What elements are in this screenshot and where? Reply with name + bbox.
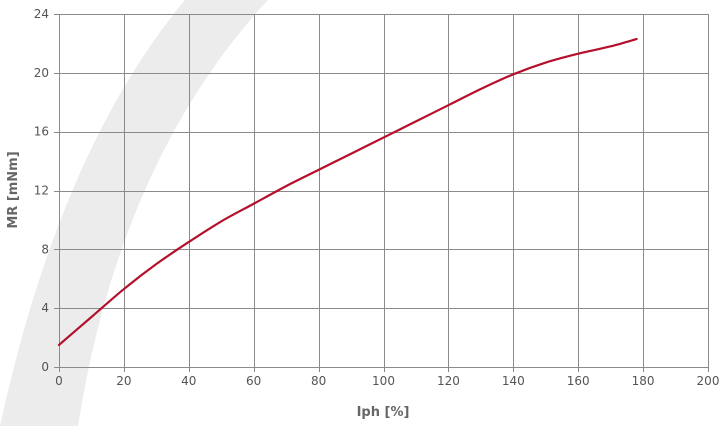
x-tick-label: 180 bbox=[632, 374, 655, 388]
x-tick-label: 200 bbox=[697, 374, 720, 388]
x-tick-label: 100 bbox=[372, 374, 395, 388]
y-tick-label: 8 bbox=[41, 242, 49, 256]
y-tick-label: 0 bbox=[41, 360, 49, 374]
x-tick-label: 140 bbox=[502, 374, 525, 388]
y-tick-label: 20 bbox=[34, 66, 49, 80]
y-tick-label: 4 bbox=[41, 301, 49, 315]
y-axis-label: MR [mNm] bbox=[6, 151, 21, 228]
series-layer bbox=[57, 37, 638, 347]
y-tick-label: 24 bbox=[34, 7, 49, 21]
y-tick-label: 12 bbox=[34, 184, 49, 198]
x-tick-label: 60 bbox=[246, 374, 261, 388]
x-tick-label: 20 bbox=[116, 374, 131, 388]
x-tick-label: 40 bbox=[181, 374, 196, 388]
x-tick-label: 80 bbox=[311, 374, 326, 388]
x-axis-label: Iph [%] bbox=[357, 405, 410, 420]
x-tick-label: 120 bbox=[437, 374, 460, 388]
series-line bbox=[57, 37, 638, 347]
grid-lines bbox=[54, 14, 709, 372]
y-tick-labels: 0 4 8 12 16 20 24 bbox=[34, 7, 49, 374]
y-tick-label: 16 bbox=[34, 125, 49, 139]
x-tick-label: 0 bbox=[55, 374, 63, 388]
background-swoosh bbox=[0, 0, 268, 426]
x-tick-label: 160 bbox=[567, 374, 590, 388]
x-tick-labels: 0 20 40 60 80 100 120 140 160 180 200 bbox=[55, 374, 719, 388]
